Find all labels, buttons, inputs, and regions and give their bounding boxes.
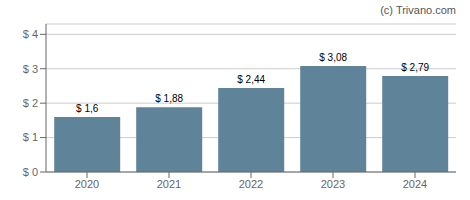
svg-text:$ 4: $ 4 [23, 28, 38, 40]
svg-text:2021: 2021 [157, 178, 181, 190]
svg-text:$ 0: $ 0 [23, 166, 38, 178]
svg-text:$ 2: $ 2 [23, 97, 38, 109]
html-text:(c) Trivano.com: (c) Trivano.com [380, 4, 456, 16]
svg-text:$ 1,88: $ 1,88 [155, 93, 183, 104]
svg-text:$ 2,79: $ 2,79 [401, 62, 429, 73]
svg-text:$ 1: $ 1 [23, 131, 38, 143]
svg-text:2022: 2022 [239, 178, 263, 190]
svg-text:$ 1,6: $ 1,6 [76, 103, 99, 114]
svg-text:2023: 2023 [321, 178, 345, 190]
svg-text:$ 3: $ 3 [23, 63, 38, 75]
svg-text:$ 2,44: $ 2,44 [237, 74, 265, 85]
svg-text:2024: 2024 [403, 178, 427, 190]
svg-text:2020: 2020 [75, 178, 99, 190]
svg-text:$ 3,08: $ 3,08 [319, 52, 347, 63]
